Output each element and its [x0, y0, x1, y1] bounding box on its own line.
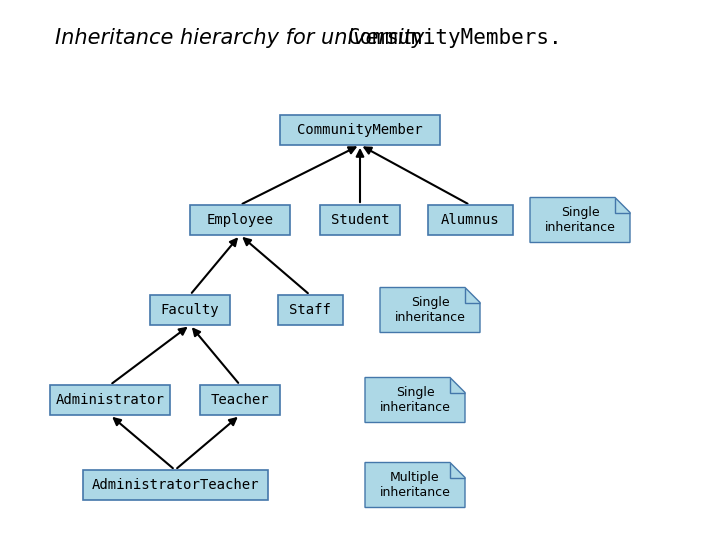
FancyBboxPatch shape	[320, 205, 400, 235]
FancyBboxPatch shape	[150, 295, 230, 325]
Text: Multiple
inheritance: Multiple inheritance	[379, 471, 451, 499]
Text: CommunityMembers.: CommunityMembers.	[348, 28, 562, 48]
FancyBboxPatch shape	[277, 295, 343, 325]
Text: Staff: Staff	[289, 303, 331, 317]
FancyBboxPatch shape	[280, 115, 440, 145]
FancyBboxPatch shape	[200, 385, 280, 415]
Text: Administrator: Administrator	[55, 393, 164, 407]
FancyBboxPatch shape	[428, 205, 513, 235]
Text: CommunityMember: CommunityMember	[297, 123, 423, 137]
Text: Inheritance hierarchy for university: Inheritance hierarchy for university	[55, 28, 431, 48]
Text: Student: Student	[330, 213, 390, 227]
Polygon shape	[365, 462, 465, 508]
Text: Teacher: Teacher	[211, 393, 269, 407]
Polygon shape	[365, 377, 465, 422]
FancyBboxPatch shape	[190, 205, 290, 235]
Polygon shape	[380, 287, 480, 333]
Text: Single
inheritance: Single inheritance	[379, 386, 451, 414]
Text: Single
inheritance: Single inheritance	[544, 206, 616, 234]
Text: Alumnus: Alumnus	[441, 213, 499, 227]
Text: Single
inheritance: Single inheritance	[395, 296, 465, 324]
Text: AdministratorTeacher: AdministratorTeacher	[91, 478, 258, 492]
Polygon shape	[530, 198, 630, 242]
Text: Faculty: Faculty	[161, 303, 220, 317]
FancyBboxPatch shape	[83, 470, 268, 500]
Text: Employee: Employee	[207, 213, 274, 227]
FancyBboxPatch shape	[50, 385, 170, 415]
